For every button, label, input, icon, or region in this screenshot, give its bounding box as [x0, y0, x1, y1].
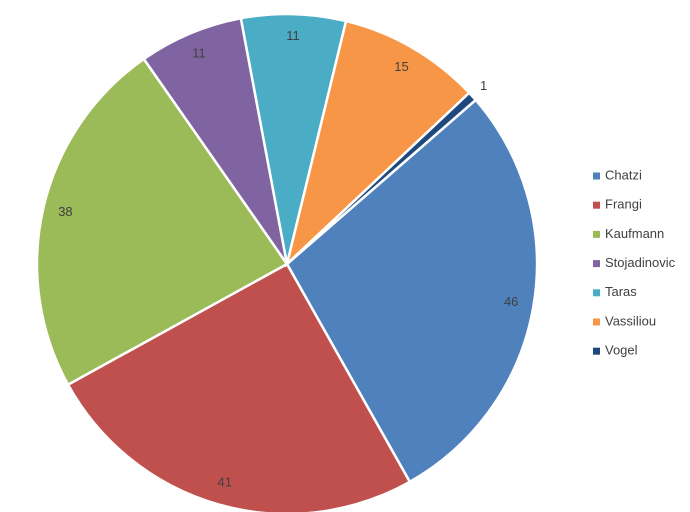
- pie-slice: [239, 12, 348, 265]
- pie-slice: [284, 19, 471, 268]
- pie-slice: [66, 262, 412, 512]
- legend-label: Stojadinovic: [605, 255, 676, 270]
- legend-label: Kaufmann: [605, 226, 664, 241]
- data-label: 1: [480, 78, 487, 93]
- pie-slice: [286, 91, 478, 265]
- legend-label: Frangi: [605, 197, 642, 212]
- data-label: 11: [286, 28, 300, 43]
- legend-label: Vassiliou: [605, 313, 656, 328]
- pie-slice: [285, 98, 539, 484]
- data-label: 46: [504, 294, 518, 309]
- legend-swatch: [593, 289, 600, 297]
- legend-swatch: [593, 318, 600, 326]
- legend-swatch: [593, 347, 600, 355]
- legend-label: Chatzi: [605, 167, 642, 182]
- legend-label: Vogel: [605, 343, 638, 358]
- data-label: 11: [192, 46, 206, 61]
- pie-slice: [35, 57, 289, 387]
- data-label: 38: [58, 204, 72, 219]
- data-label: 15: [394, 59, 408, 74]
- legend-swatch: [593, 230, 600, 238]
- legend-label: Taras: [605, 284, 637, 299]
- data-label: 41: [218, 474, 232, 489]
- legend-swatch: [593, 260, 600, 268]
- legend-swatch: [593, 172, 600, 180]
- legend-swatch: [593, 201, 600, 209]
